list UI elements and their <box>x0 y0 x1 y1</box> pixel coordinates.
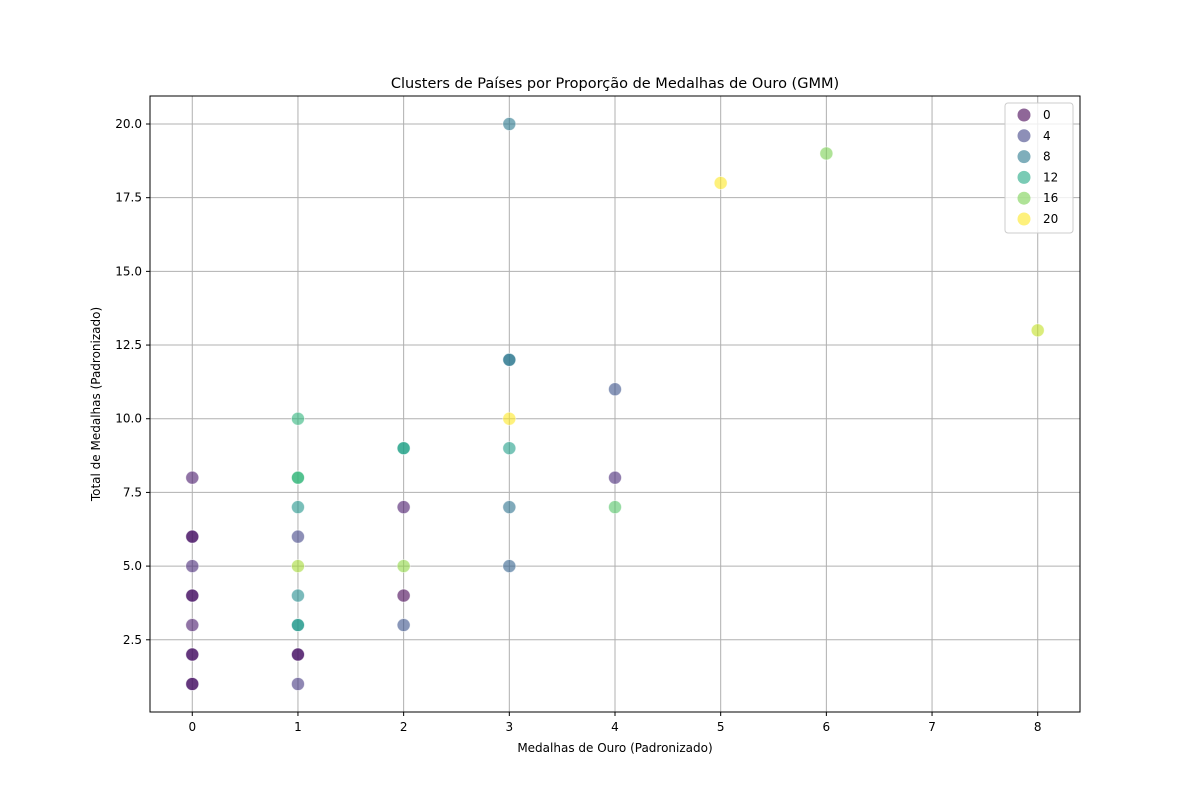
legend-marker <box>1017 150 1031 164</box>
data-point <box>291 647 305 662</box>
y-tick-label: 15.0 <box>115 264 142 278</box>
data-point <box>713 176 728 190</box>
legend-marker <box>1017 108 1031 122</box>
x-tick-label: 6 <box>823 720 831 734</box>
data-point <box>291 618 305 632</box>
data-point <box>396 559 411 574</box>
data-point <box>502 352 517 367</box>
chart-title: Clusters de Países por Proporção de Meda… <box>391 76 839 92</box>
data-point <box>291 588 305 603</box>
grid-lines <box>150 96 1080 712</box>
data-point <box>185 559 200 574</box>
legend-box <box>1004 102 1074 234</box>
data-point <box>291 559 305 574</box>
x-axis-label: Medalhas de Ouro (Padronizado) <box>517 741 712 755</box>
x-tick-label: 3 <box>505 720 513 734</box>
y-axis-label: Total de Medalhas (Padronizado) <box>89 307 103 502</box>
data-point <box>291 411 305 426</box>
data-point <box>291 529 305 544</box>
legend-label: 20 <box>1043 212 1058 226</box>
data-point <box>185 529 200 544</box>
data-point <box>502 411 517 426</box>
data-point <box>502 559 517 574</box>
data-points <box>185 117 1045 691</box>
data-point <box>396 500 411 515</box>
data-point <box>291 470 305 485</box>
x-tick-label: 5 <box>717 720 725 734</box>
data-point <box>396 588 411 603</box>
y-tick-label: 7.5 <box>123 485 142 499</box>
legend-label: 16 <box>1043 191 1058 205</box>
x-tick-label: 4 <box>611 720 619 734</box>
data-point <box>608 470 622 485</box>
y-tick-label: 20.0 <box>115 117 142 131</box>
data-point <box>1030 323 1045 338</box>
data-point <box>185 618 200 632</box>
legend-label: 12 <box>1043 170 1058 184</box>
legend-marker <box>1017 170 1031 184</box>
data-point <box>291 677 305 691</box>
legend-label: 4 <box>1043 129 1051 143</box>
legend-marker <box>1017 212 1031 226</box>
data-point <box>502 500 517 515</box>
x-axis-ticks: 0 1 2 3 4 5 6 7 8 <box>188 712 1042 734</box>
y-tick-label: 17.5 <box>115 191 142 205</box>
data-point <box>185 647 200 662</box>
data-point <box>608 382 622 397</box>
data-point <box>396 618 411 632</box>
y-tick-label: 10.0 <box>115 412 142 426</box>
y-tick-label: 12.5 <box>115 338 142 352</box>
data-point <box>291 500 305 515</box>
data-point <box>502 441 517 456</box>
x-tick-label: 1 <box>294 720 302 734</box>
legend-marker <box>1017 129 1031 143</box>
y-tick-label: 5.0 <box>123 559 142 573</box>
data-point <box>396 441 411 456</box>
x-tick-label: 8 <box>1034 720 1042 734</box>
x-tick-label: 0 <box>188 720 196 734</box>
y-axis-ticks: 2.5 5.0 7.5 10.0 12.5 15.0 17.5 20.0 <box>115 117 150 647</box>
data-point <box>819 146 834 161</box>
data-point <box>185 470 200 485</box>
legend: 0 4 8 12 16 20 <box>1004 102 1074 234</box>
data-point <box>185 677 200 691</box>
x-tick-label: 2 <box>400 720 408 734</box>
legend-label: 8 <box>1043 150 1051 164</box>
data-point <box>608 500 622 515</box>
data-point <box>502 117 517 131</box>
y-tick-label: 2.5 <box>123 633 142 647</box>
legend-marker <box>1017 191 1031 205</box>
x-tick-label: 7 <box>928 720 936 734</box>
legend-label: 0 <box>1043 108 1051 122</box>
data-point <box>185 588 200 603</box>
